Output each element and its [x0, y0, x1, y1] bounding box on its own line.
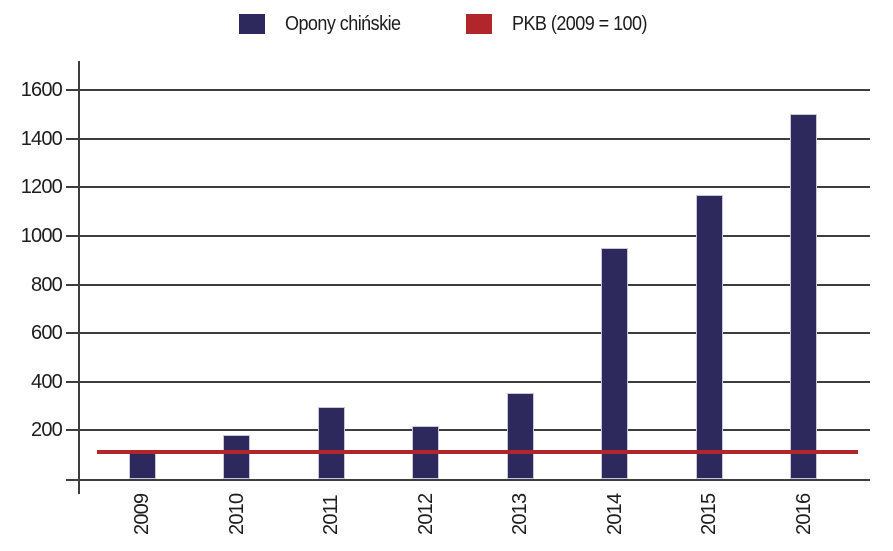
bar-2013: [507, 393, 534, 479]
y-axis-tick-label-1400: 1400: [20, 128, 63, 150]
x-axis-tick-label-2011: 2011: [320, 495, 342, 535]
x-axis-tick-label-2009: 2009: [131, 493, 153, 535]
x-axis-tick-label-2015: 2015: [698, 493, 720, 535]
y-axis-tick-label-200: 200: [31, 419, 63, 441]
bar-2010: [223, 435, 250, 479]
x-axis-line: [66, 479, 870, 481]
y-axis-tick-label-1600: 1600: [20, 79, 63, 101]
x-axis-tick-label-2010: 2010: [226, 493, 248, 535]
gridline-800: [66, 284, 870, 286]
bar-2009: [129, 453, 156, 479]
gridline-200: [66, 429, 870, 431]
legend-swatch-pkb: [466, 14, 492, 34]
x-axis-tick-label-2016: 2016: [793, 493, 815, 535]
bar-2015: [696, 195, 723, 479]
x-axis-tick-label-2013: 2013: [509, 493, 531, 535]
y-axis-tick-label-1000: 1000: [20, 225, 63, 247]
gridline-1200: [66, 186, 870, 188]
y-axis-tick-label-600: 600: [31, 322, 63, 344]
x-axis-tick-label-2014: 2014: [604, 493, 626, 535]
gridline-1000: [66, 235, 870, 237]
gridline-1600: [66, 89, 870, 91]
gridline-400: [66, 381, 870, 383]
legend-swatch-opony-chinskie: [239, 14, 265, 34]
legend-label-pkb: PKB (2009 = 100): [512, 13, 647, 35]
y-axis-line: [78, 61, 80, 494]
y-axis-tick-label-1200: 1200: [20, 176, 63, 198]
pkb-line: [97, 450, 858, 454]
bar-2011: [318, 407, 345, 479]
bar-2014: [601, 248, 628, 479]
gridline-600: [66, 332, 870, 334]
gridline-1400: [66, 138, 870, 140]
y-axis-tick-label-400: 400: [31, 371, 63, 393]
legend-label-opony-chinskie: Opony chińskie: [285, 13, 401, 35]
y-axis-tick-label-800: 800: [31, 274, 63, 296]
bar-2016: [790, 114, 817, 479]
x-axis-tick-label-2012: 2012: [415, 493, 437, 535]
